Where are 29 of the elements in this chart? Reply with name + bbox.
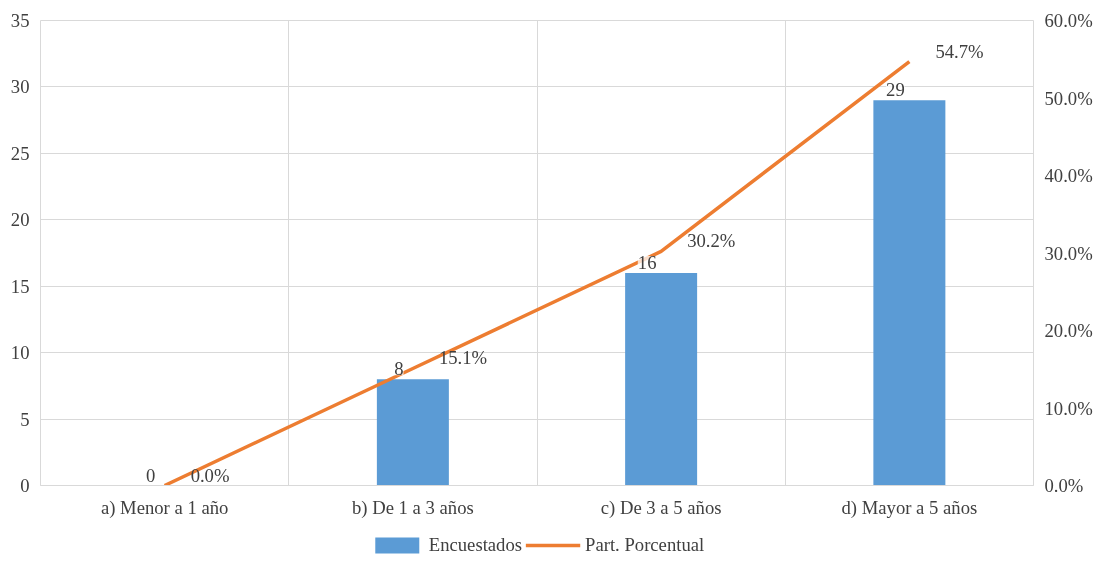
x-tick-label: c) De 3 a 5 años	[600, 496, 722, 519]
data-label: 16	[637, 251, 657, 273]
y-tick-label: 5	[20, 408, 30, 430]
y-tick-label: 25	[10, 142, 30, 164]
data-label: 29	[886, 79, 905, 101]
data-label: 0	[145, 464, 156, 486]
legend-label: Encuestados	[428, 534, 523, 556]
y-tick-label: 0	[20, 475, 30, 496]
data-label: 54.7%	[935, 40, 984, 62]
y-tick-label: 30	[10, 76, 30, 98]
y2-tick-label: 0.0%	[1044, 475, 1084, 496]
y-tick-label: 10	[10, 342, 30, 364]
data-label: 0.0%	[190, 464, 230, 486]
data-label: 15.1%	[438, 347, 488, 369]
y2-tick-label: 50.0%	[1044, 87, 1093, 109]
y-tick-label: 20	[10, 209, 30, 231]
y2-tick-label: 20.0%	[1044, 320, 1093, 341]
data-label: 8	[394, 358, 404, 380]
legend-label: Part. Porcentual	[585, 534, 705, 556]
y-tick-label: 15	[10, 275, 30, 297]
x-tick-label: b) De 1 a 3 años	[352, 496, 474, 519]
y2-tick-label: 30.0%	[1044, 242, 1093, 264]
data-label: 30.2%	[687, 230, 736, 252]
y2-tick-label: 40.0%	[1044, 165, 1093, 186]
y2-tick-label: 60.0%	[1044, 10, 1093, 31]
x-tick-label: a) Menor a 1 año	[100, 496, 229, 519]
x-tick-label: d) Mayor a 5 años	[841, 496, 978, 519]
y2-tick-label: 10.0%	[1044, 397, 1093, 419]
y-tick-label: 35	[10, 10, 30, 31]
